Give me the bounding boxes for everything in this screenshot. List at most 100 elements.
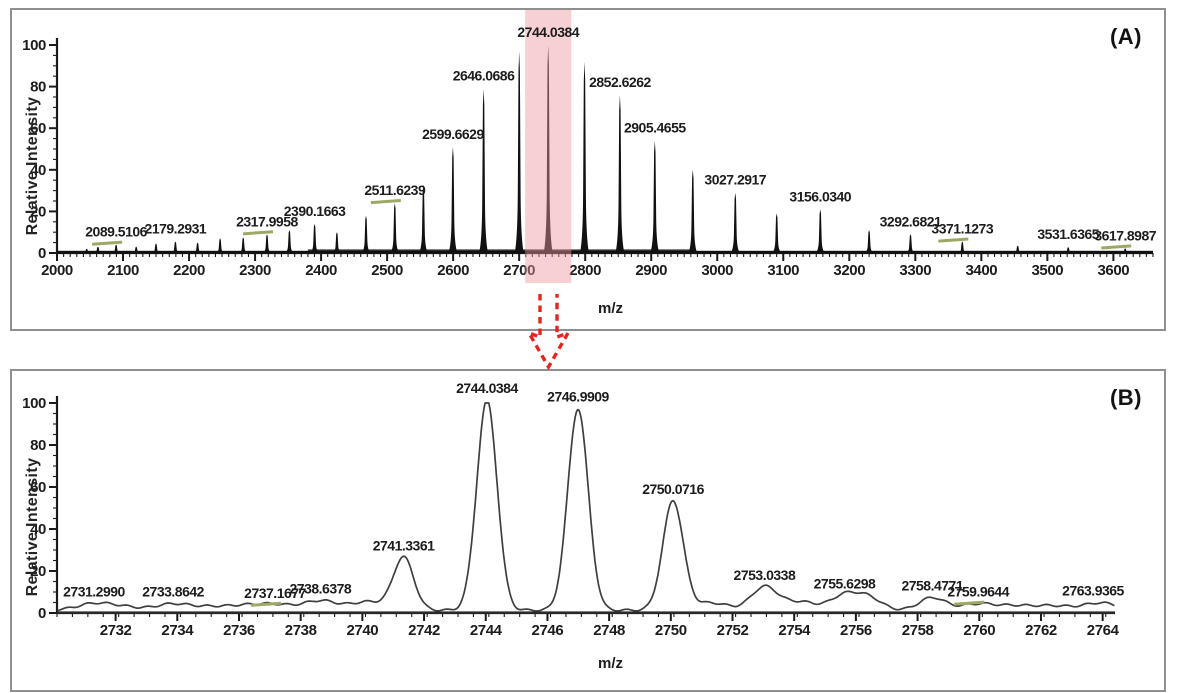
x-tick-label: 3000 <box>701 262 733 279</box>
peak-label: 2744.0384 <box>517 24 579 40</box>
x-tick-label: 2300 <box>239 262 271 279</box>
x-tick-label: 2736 <box>223 622 255 639</box>
y-tick-label: 100 <box>22 37 46 54</box>
peak <box>131 246 141 253</box>
x-tick-label: 3100 <box>767 262 799 279</box>
peak <box>93 246 103 253</box>
x-tick-label: 2734 <box>161 622 194 639</box>
y-tick-label: 100 <box>22 395 46 412</box>
panel-b-x-axis-title: m/z <box>597 655 623 672</box>
x-tick-label: 2754 <box>778 622 811 639</box>
x-tick-label: 2748 <box>593 622 625 639</box>
peak-label: 2746.9909 <box>547 388 609 404</box>
y-tick-label: 20 <box>30 563 46 580</box>
zoom-arrow-icon <box>525 294 572 371</box>
y-tick-label: 40 <box>30 162 46 179</box>
x-tick-label: 2738 <box>285 622 317 639</box>
x-tick-label: 2400 <box>305 262 337 279</box>
peak <box>957 241 967 253</box>
peak-label: 3531.6365 <box>1037 226 1099 242</box>
y-tick-label: 80 <box>30 79 46 96</box>
x-tick-label: 3200 <box>833 262 865 279</box>
peak <box>815 209 825 253</box>
x-tick-label: 2100 <box>107 262 139 279</box>
panel-b: 2732 2734 2736 2738 2740 2742 2744 2746 2748 2750… <box>10 369 1166 692</box>
peak <box>1063 247 1073 253</box>
peak <box>238 237 248 253</box>
peak <box>310 223 320 253</box>
peak-label: 2750.0716 <box>642 481 704 497</box>
peak <box>730 192 740 253</box>
baseline-noise <box>57 611 1115 614</box>
x-tick-label: 2600 <box>437 262 469 279</box>
peak <box>514 51 524 254</box>
peak-label-underline <box>242 230 274 236</box>
panel-b-spectrum-plot: 2732 2734 2736 2738 2740 2742 2744 2746 2748 2750… <box>22 380 1125 639</box>
peak-label: 2744.0384 <box>456 380 518 396</box>
peak <box>361 215 371 253</box>
x-tick-label: 2758 <box>902 622 934 639</box>
peak-label: 2731.2990 <box>63 584 125 600</box>
peak <box>151 243 161 253</box>
x-tick-label: 2750 <box>655 622 687 639</box>
peak-label: 2646.0686 <box>453 68 515 84</box>
peak-label: 2738.6378 <box>290 581 352 597</box>
peak <box>650 140 660 253</box>
panel-a-spectrum-plot: 2000 2100 2200 2300 2400 2500 2600 2700 2800 2900… <box>22 10 1157 283</box>
peak-label: 2741.3361 <box>373 538 435 554</box>
y-tick-label: 20 <box>30 203 46 220</box>
y-tick-label: 80 <box>30 437 46 454</box>
panel-b-corner-label: (B) <box>1109 385 1142 410</box>
spectrum-trace <box>56 402 1115 612</box>
peak-label: 3027.2917 <box>704 172 766 188</box>
peak <box>1013 245 1023 253</box>
peak-label: 2905.4655 <box>624 120 686 136</box>
x-tick-label: 2800 <box>569 262 601 279</box>
peak-label: 3156.0340 <box>789 188 851 204</box>
peak-label: 2763.9365 <box>1062 583 1124 599</box>
peak <box>543 45 553 253</box>
baseline-noise <box>307 249 691 253</box>
x-tick-label: 2746 <box>532 622 564 639</box>
panel-a-corner-label: (A) <box>1109 24 1142 49</box>
x-tick-label: 2756 <box>840 622 872 639</box>
x-tick-label: 2200 <box>173 262 205 279</box>
x-tick-label: 2732 <box>100 622 132 639</box>
peak-label: 2317.9958 <box>236 213 298 229</box>
peak <box>615 94 625 254</box>
peak-label: 2758.4771 <box>901 577 963 593</box>
zoom-arrow-path <box>525 294 572 371</box>
peak-label: 2511.6239 <box>364 182 426 198</box>
peak <box>390 203 400 253</box>
x-tick-label: 2740 <box>346 622 378 639</box>
y-tick-label: 0 <box>38 245 46 262</box>
x-tick-label: 2000 <box>41 262 73 279</box>
panel-a: 2000 2100 2200 2300 2400 2500 2600 2700 2800 2900… <box>10 8 1166 331</box>
highlight-band <box>525 10 572 283</box>
x-tick-label: 2742 <box>408 622 440 639</box>
peak <box>193 242 203 253</box>
x-tick-label: 2760 <box>963 622 995 639</box>
y-tick-label: 0 <box>38 605 46 622</box>
x-tick-label: 3500 <box>1031 262 1063 279</box>
peak-label-underline <box>92 240 123 246</box>
peak-label-underline <box>1101 244 1132 250</box>
peak-label-underline <box>938 237 969 243</box>
x-tick-label: 3600 <box>1097 262 1129 279</box>
peak <box>580 61 589 253</box>
y-tick-label: 60 <box>30 120 46 137</box>
peak-label: 2599.6629 <box>422 126 484 142</box>
x-tick-label: 3400 <box>965 262 997 279</box>
peak <box>332 232 342 253</box>
peak-label: 2733.8642 <box>142 584 204 600</box>
peak <box>448 146 458 253</box>
peak-label: 2179.2931 <box>145 221 207 237</box>
peak <box>479 88 489 253</box>
peak-label: 2759.9644 <box>947 584 1009 600</box>
peak-label: 2390.1663 <box>284 203 346 219</box>
peak <box>111 244 121 253</box>
x-tick-label: 2752 <box>717 622 749 639</box>
peak <box>864 230 874 253</box>
x-tick-label: 2744 <box>470 622 503 639</box>
